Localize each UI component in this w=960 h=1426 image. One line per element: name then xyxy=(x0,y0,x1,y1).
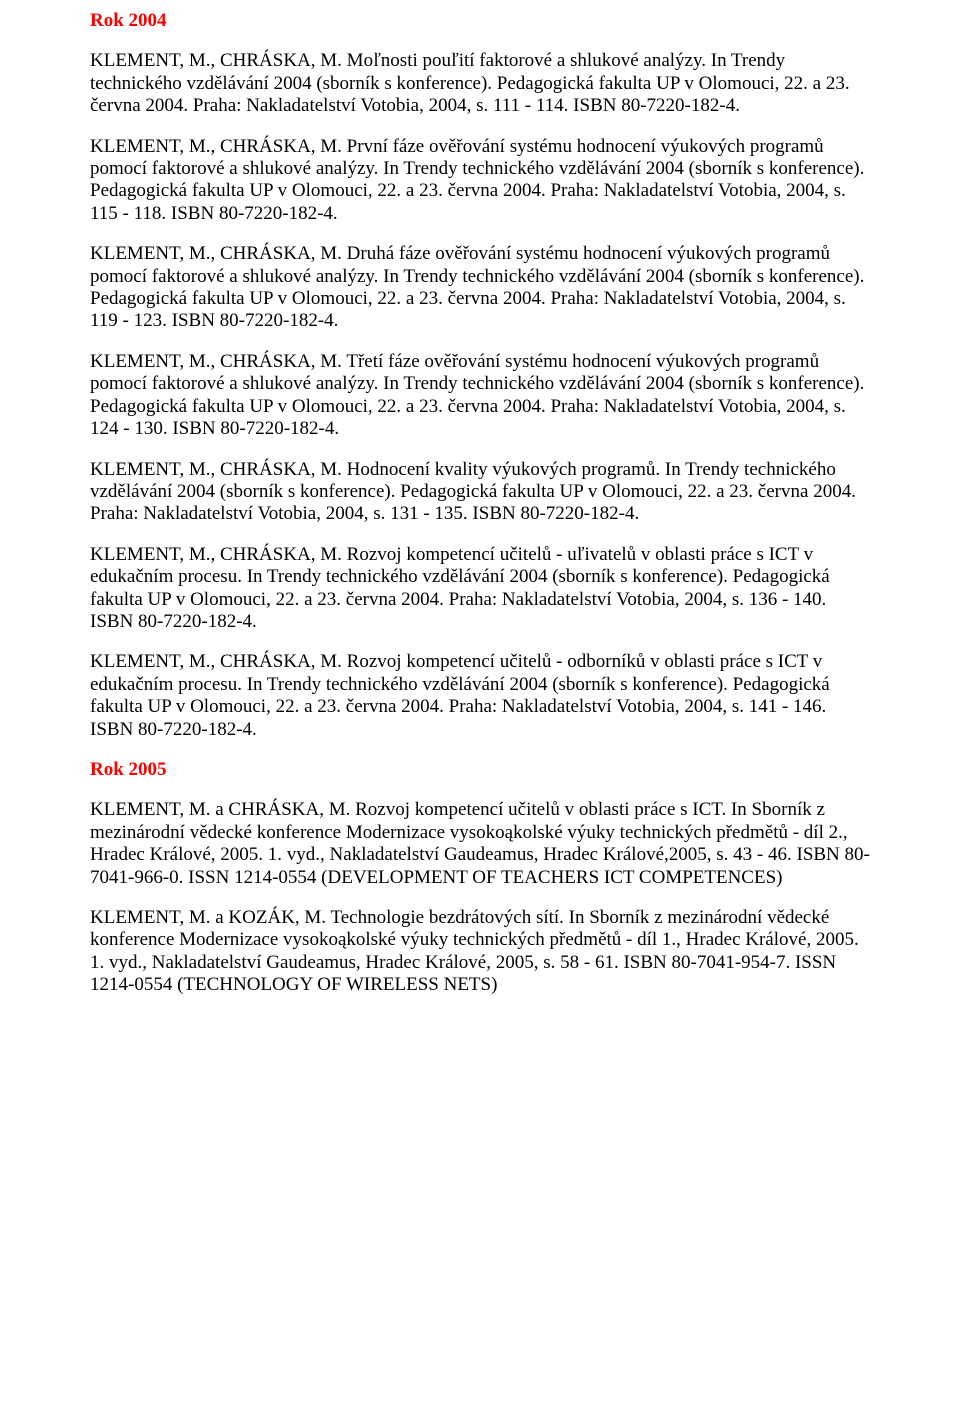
year-heading-2005: Rok 2005 xyxy=(90,759,870,781)
citation-paragraph: KLEMENT, M., CHRÁSKA, M. Rozvoj kompeten… xyxy=(90,651,870,741)
citation-paragraph: KLEMENT, M., CHRÁSKA, M. Hodnocení kvali… xyxy=(90,459,870,526)
citation-paragraph: KLEMENT, M. a CHRÁSKA, M. Rozvoj kompete… xyxy=(90,799,870,889)
citation-paragraph: KLEMENT, M., CHRÁSKA, M. Rozvoj kompeten… xyxy=(90,544,870,634)
citation-paragraph: KLEMENT, M., CHRÁSKA, M. Moľnosti pouľit… xyxy=(90,50,870,117)
year-heading-2004: Rok 2004 xyxy=(90,10,870,32)
citation-paragraph: KLEMENT, M., CHRÁSKA, M. První fáze ověř… xyxy=(90,136,870,226)
citation-paragraph: KLEMENT, M. a KOZÁK, M. Technologie bezd… xyxy=(90,907,870,997)
citation-paragraph: KLEMENT, M., CHRÁSKA, M. Třetí fáze ověř… xyxy=(90,351,870,441)
citation-paragraph: KLEMENT, M., CHRÁSKA, M. Druhá fáze ověř… xyxy=(90,243,870,333)
